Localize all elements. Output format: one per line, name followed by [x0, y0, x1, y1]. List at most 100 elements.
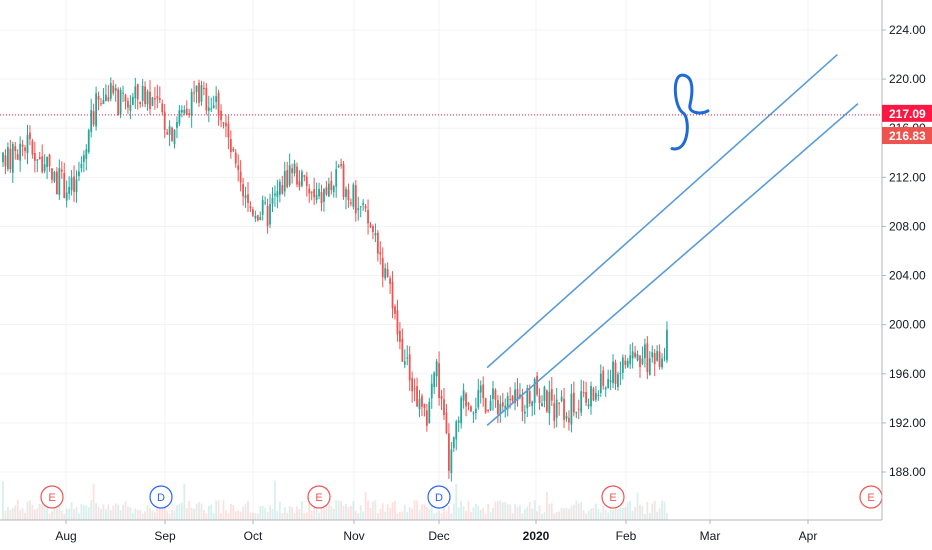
- volume-bar: [634, 507, 636, 520]
- volume-bar: [225, 510, 227, 520]
- volume-bar: [274, 480, 276, 520]
- volume-bar: [560, 507, 563, 520]
- price-tick-label: 208.00: [889, 219, 926, 233]
- candle-body: [65, 192, 68, 201]
- candle-body: [325, 187, 328, 195]
- volume-bar: [396, 513, 399, 520]
- volume-bar: [112, 505, 115, 520]
- volume-bar: [541, 513, 543, 520]
- candle-body: [335, 169, 338, 187]
- candle-body: [497, 400, 499, 415]
- volume-bar: [105, 509, 107, 520]
- volume-bar: [357, 513, 360, 520]
- volume-bar: [227, 512, 230, 520]
- volume-bar: [325, 502, 328, 520]
- volume-bar: [203, 509, 205, 520]
- channel-upper-line: [486, 53, 838, 369]
- volume-bar: [97, 506, 100, 520]
- candle-body: [171, 127, 173, 141]
- candle-body: [494, 389, 497, 400]
- candle-body: [119, 90, 122, 115]
- volume-bar: [217, 500, 220, 520]
- volume-bar: [602, 506, 605, 520]
- volume-bar: [587, 510, 590, 520]
- volume-bar: [565, 507, 568, 520]
- candle-body: [38, 157, 41, 159]
- volume-bar: [590, 508, 592, 520]
- candle-body: [376, 232, 379, 254]
- candle-body: [467, 403, 470, 405]
- candle-body: [207, 107, 210, 111]
- volume-bar: [494, 501, 497, 520]
- candle-body: [203, 87, 205, 89]
- candle-body: [433, 372, 436, 388]
- candle-body: [479, 385, 482, 393]
- volume-bar: [580, 501, 583, 520]
- volume-bar: [70, 502, 73, 520]
- candle-body: [607, 378, 610, 388]
- volume-bar: [465, 510, 467, 520]
- candle-body: [82, 155, 85, 163]
- volume-bar: [291, 506, 293, 520]
- candle-body: [124, 94, 127, 102]
- candle-body: [205, 87, 208, 111]
- candle-body: [347, 189, 350, 201]
- volume-bar: [345, 503, 347, 520]
- candle-body: [501, 402, 504, 407]
- volume-bar: [376, 513, 379, 520]
- candle-body: [411, 378, 414, 392]
- candle-body: [634, 352, 636, 357]
- volume-bar: [609, 503, 612, 520]
- volume-bar: [553, 513, 556, 520]
- volume-bar: [501, 502, 504, 520]
- volume-bar: [252, 512, 254, 520]
- volume-bar: [374, 500, 377, 520]
- volume-bar: [401, 511, 404, 520]
- candle-body: [511, 395, 514, 402]
- candle-body: [548, 391, 551, 414]
- volume-bar: [599, 512, 602, 520]
- volume-bar: [139, 509, 142, 520]
- volume-bar: [519, 505, 521, 520]
- volume-bar: [313, 501, 316, 520]
- volume-bar: [509, 504, 512, 520]
- candle-body: [499, 403, 502, 414]
- event-label: E: [48, 492, 55, 504]
- candle-body: [514, 389, 516, 404]
- candle-body: [237, 165, 240, 170]
- volume-bar: [129, 507, 132, 520]
- volume-bar: [207, 505, 210, 520]
- volume-bar: [168, 513, 171, 520]
- candle-body: [506, 396, 509, 410]
- volume-bar: [467, 501, 470, 520]
- candle-body: [53, 171, 56, 182]
- candle-body: [200, 85, 203, 102]
- candle-body: [413, 388, 416, 390]
- time-axis-bg: [0, 520, 932, 550]
- volume-bar: [161, 501, 164, 520]
- candle-body: [291, 168, 293, 174]
- volume-bar: [242, 506, 244, 520]
- volume-bar: [582, 510, 585, 520]
- event-marker-d: D: [427, 485, 451, 509]
- volume-bar: [239, 511, 242, 520]
- volume-bar: [19, 510, 22, 520]
- candle-body: [156, 96, 159, 99]
- candle-body: [354, 185, 357, 214]
- volume-bars: [2, 480, 668, 520]
- volume-bar: [457, 507, 460, 520]
- candle-body: [60, 169, 63, 172]
- candle-body: [73, 176, 75, 192]
- candle-body: [489, 400, 492, 411]
- candle-body: [521, 396, 524, 412]
- volume-bar: [193, 508, 195, 520]
- volume-bar: [470, 512, 472, 520]
- volume-bar: [41, 504, 44, 520]
- candle-body: [271, 197, 274, 204]
- volume-bar: [636, 492, 639, 520]
- volume-bar: [188, 500, 191, 520]
- event-label: E: [315, 492, 322, 504]
- candle-body: [122, 92, 124, 94]
- volume-bar: [391, 502, 394, 520]
- candle-body: [595, 392, 597, 400]
